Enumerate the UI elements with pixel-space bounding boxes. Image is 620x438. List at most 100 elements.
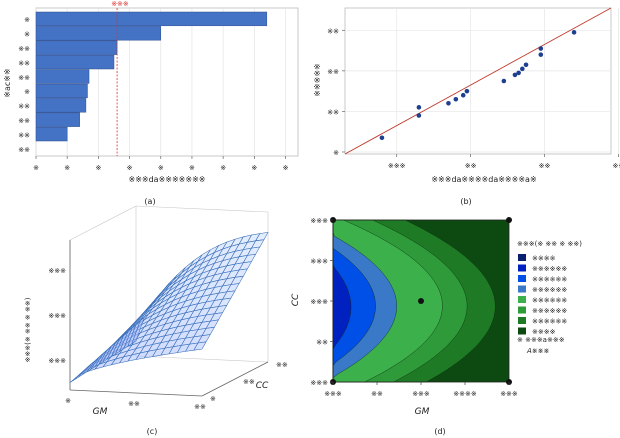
panel-a-x-tick-label: ※ xyxy=(189,164,195,172)
panel-d-x-tick-label: ※※※ xyxy=(324,390,342,398)
panel-c-y-axis-label: CC xyxy=(256,381,269,391)
panel-d-legend-label: ※※※※※※ xyxy=(532,276,567,284)
panel-a-category-label: ※※ xyxy=(18,131,30,139)
panel-c-y-tick-label: ※※ xyxy=(276,361,288,369)
panel-c-z-tick-label: ※※※ xyxy=(48,267,66,275)
panel-b-data-point xyxy=(446,101,451,106)
panel-c-x-tick-label: ※ xyxy=(65,397,71,405)
panel-b-data-point xyxy=(516,70,521,76)
panel-d-caption: (d) xyxy=(434,427,445,436)
panel-d-legend-label: ※※※※ xyxy=(532,328,556,336)
panel-c-x-tick-label: ※※ xyxy=(194,403,206,411)
panel-b-data-point xyxy=(571,30,577,35)
panel-a-x-tick-label: ※ xyxy=(251,164,257,172)
panel-a-bar xyxy=(35,126,68,142)
panel-d-legend-label: ※※※※※※ xyxy=(532,286,567,294)
panel-b-y-axis-label: ※※※※※ xyxy=(313,63,322,97)
panel-b-y-tick-label: ※※ xyxy=(327,108,339,116)
panel-c-y-tick-label: ※ xyxy=(210,395,216,403)
panel-c-box-edge xyxy=(135,355,269,363)
panel-a-pareto-chart: ※※※ ※ac※※ ※※※da※※※※※※※ (a) ※※※※※※※※※※※※※… xyxy=(3,0,299,206)
panel-b-data-point xyxy=(538,52,544,57)
panel-b-data-point xyxy=(523,62,529,68)
panel-d-legend-swatch xyxy=(518,296,526,303)
panel-a-category-label: ※※ xyxy=(18,117,30,125)
panel-d-y-tick-label: ※※※ xyxy=(310,379,328,387)
panel-d-y-tick-label: ※※※ xyxy=(310,217,328,225)
panel-a-x-tick-label: ※ xyxy=(220,164,226,172)
panel-d-legend-swatch xyxy=(518,317,526,324)
panel-a-x-tick-label: ※ xyxy=(283,164,289,172)
panel-d-hold-text: ※ ※※※a※※※ xyxy=(517,336,565,344)
panel-c-z-tick-label: ※※※ xyxy=(48,357,66,365)
panel-b-fit-line xyxy=(344,7,612,155)
panel-b-data-point xyxy=(416,105,422,110)
panel-d-legend-label: ※※※※※※ xyxy=(532,265,567,273)
panel-a-category-label: ※※ xyxy=(18,59,30,67)
panel-b-x-axis-label: ※※※da※※※※da※※※※a※ xyxy=(431,175,536,184)
panel-d-legend-label: ※※※※ xyxy=(532,255,556,263)
panel-a-x-axis-label: ※※※da※※※※※※※ xyxy=(128,175,205,184)
panel-d-y-axis-label: CC xyxy=(291,293,301,306)
panel-d-center-point xyxy=(418,298,424,304)
panel-c-box-edge xyxy=(135,205,269,213)
panel-b-caption: (b) xyxy=(460,197,471,206)
panel-a-bar xyxy=(35,112,80,127)
panel-b-data-point xyxy=(512,72,518,78)
panel-a-bar xyxy=(35,54,115,70)
panel-d-legend-swatch xyxy=(518,306,526,314)
panel-b-data-point xyxy=(453,96,459,102)
panel-d-x-tick-label: ※※※ xyxy=(500,390,518,398)
panel-d-y-tick-label: ※※ xyxy=(316,339,328,347)
panel-d-legend-swatch xyxy=(518,275,526,282)
panel-a-bar xyxy=(35,26,162,41)
panel-a-x-tick-label: ※ xyxy=(64,164,70,172)
panel-a-y-axis-label: ※ac※※ xyxy=(3,68,12,97)
panel-b-data-point xyxy=(520,66,525,72)
panel-a-x-tick-label: ※ xyxy=(158,164,164,172)
panel-a-category-label: ※ xyxy=(24,16,30,24)
panel-c-z-tick-label: ※※※ xyxy=(48,312,66,320)
panel-b-x-tick-label: ※※ xyxy=(539,162,551,170)
panel-d-legend-swatch xyxy=(518,285,526,293)
panel-d-y-tick-label: ※※※ xyxy=(310,258,328,266)
panel-a-title: ※※※ xyxy=(111,0,129,8)
panel-b-data-point xyxy=(416,113,422,118)
panel-a-bar xyxy=(35,83,88,99)
panel-b-data-point xyxy=(538,46,544,51)
panel-a-bar xyxy=(35,11,268,27)
panel-b-data-point xyxy=(464,88,470,94)
panel-b-plot-frame xyxy=(344,7,612,155)
panel-a-category-label: ※ xyxy=(24,88,30,96)
panel-d-corner-point xyxy=(506,217,512,223)
panel-b-y-tick-label: ※※ xyxy=(327,68,339,76)
panel-d-legend-label: ※※※※※※ xyxy=(532,297,567,305)
panel-a-x-tick-label: ※ xyxy=(95,164,101,172)
panel-b-predicted-vs-actual: ※※※※※ ※※※da※※※※da※※※※a※ (b) ※※※ ※※ ※※ ※ ※※※※… xyxy=(313,7,620,206)
panel-b-y-tick-label: ※ xyxy=(333,149,339,157)
panel-a-category-label: ※※ xyxy=(18,103,30,111)
panel-c-x-axis-label: GM xyxy=(93,407,108,417)
panel-d-legend-label: ※※※※※※ xyxy=(532,307,567,315)
panel-b-data-point xyxy=(379,135,385,141)
panel-d-x-tick-label: ※※ xyxy=(371,390,383,398)
panel-a-category-label: ※※ xyxy=(18,45,30,53)
panel-c-x-axis xyxy=(69,389,203,397)
panel-d-y-tick-label: ※※※ xyxy=(310,298,328,306)
panel-a-caption: (a) xyxy=(144,197,155,206)
panel-c-box-edge xyxy=(69,205,137,241)
panel-d-contour-plot: CC GM (d) ※※※(※ ※※ ※ ※※) ※ ※※※a※※※ A※※※ … xyxy=(291,217,582,436)
panel-b-x-tick-label: ※※ xyxy=(613,162,620,170)
panel-d-legend-label: ※※※※※※ xyxy=(532,318,567,326)
panel-d-legend-swatch xyxy=(518,254,526,261)
panel-a-x-tick-label: ※ xyxy=(33,164,39,172)
panel-d-legend-swatch xyxy=(518,264,526,272)
panel-a-bar xyxy=(35,98,87,113)
panel-d-legend-swatch xyxy=(518,327,526,335)
panel-c-y-axis xyxy=(201,361,269,397)
panel-c-z-axis-label: ※※※(※ ※※ ※ ※※) xyxy=(24,297,32,362)
panel-d-hold-text-2: A※※※ xyxy=(526,347,550,355)
panel-c-x-tick-label: ※※ xyxy=(128,400,140,408)
panel-c-surface-cell xyxy=(69,371,83,383)
